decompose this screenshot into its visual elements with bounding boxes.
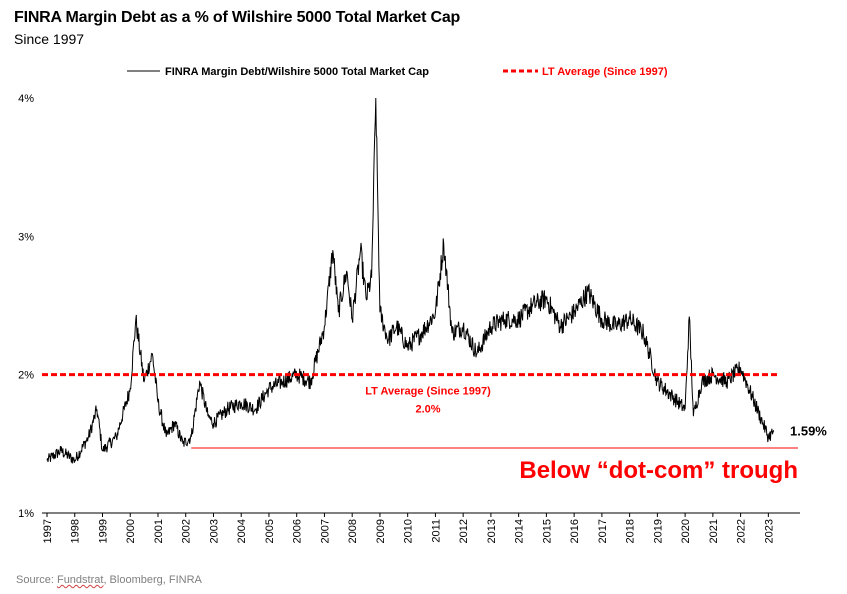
source-prefix: Source:: [16, 574, 57, 586]
legend-label-average: LT Average (Since 1997): [542, 66, 668, 78]
x-tick-label: 2008: [347, 519, 359, 543]
source-fundstrat: Fundstrat: [56, 574, 104, 586]
last-value-label: 1.59%: [790, 423, 827, 438]
x-tick-label: 2023: [763, 519, 775, 543]
x-tick-label: 2013: [486, 519, 498, 543]
x-tick-label: 2012: [458, 519, 470, 543]
x-tick-label: 2003: [208, 519, 220, 543]
x-tick-labels: 1997 1998 1999 2000 2001 2002 2003 2004 2005 2006…: [42, 513, 775, 543]
x-tick-label: 2000: [125, 519, 137, 543]
x-tick-label: 2011: [430, 519, 442, 543]
x-tick-label: 2004: [236, 519, 248, 543]
x-tick-label: 2022: [736, 519, 748, 543]
y-tick-label: 2%: [18, 370, 34, 382]
x-tick-label: 2006: [292, 519, 304, 543]
legend: FINRA Margin Debt/Wilshire 5000 Total Ma…: [127, 66, 668, 78]
y-tick-label: 3%: [18, 231, 34, 243]
x-tick-label: 2005: [264, 519, 276, 543]
legend-label-series: FINRA Margin Debt/Wilshire 5000 Total Ma…: [165, 66, 429, 78]
y-tick-labels: 1% 2% 3% 4%: [18, 93, 34, 520]
x-tick-label: 2018: [625, 519, 637, 543]
avg-annotation-label: LT Average (Since 1997): [365, 386, 491, 398]
x-tick-label: 2019: [652, 519, 664, 543]
x-tick-label: 2014: [514, 519, 526, 543]
trough-annotation: Below “dot-com” trough: [519, 457, 798, 484]
x-tick-label: 2010: [403, 519, 415, 543]
x-tick-label: 2020: [680, 519, 692, 543]
x-tick-label: 2017: [597, 519, 609, 543]
avg-annotation-value: 2.0%: [415, 404, 440, 416]
x-tick-label: 1997: [42, 519, 54, 543]
x-tick-label: 2009: [375, 519, 387, 543]
x-tick-label: 2021: [708, 519, 720, 543]
source-suffix: , Bloomberg, FINRA: [103, 574, 202, 586]
source-note: Source: Fundstrat, Bloomberg, FINRA: [16, 574, 202, 586]
x-tick-label: 2015: [541, 519, 553, 543]
x-tick-label: 1999: [97, 519, 109, 543]
chart-subtitle: Since 1997: [14, 31, 85, 47]
chart-title: FINRA Margin Debt as a % of Wilshire 500…: [14, 9, 461, 26]
x-tick-label: 2007: [319, 519, 331, 543]
x-tick-label: 2002: [181, 519, 193, 543]
y-tick-label: 4%: [18, 93, 34, 105]
series-line-margin-debt: [46, 97, 775, 464]
x-tick-label: 1998: [70, 519, 82, 543]
x-tick-label: 2016: [569, 519, 581, 543]
x-tick-label: 2001: [153, 519, 165, 543]
y-tick-label: 1%: [18, 508, 34, 520]
